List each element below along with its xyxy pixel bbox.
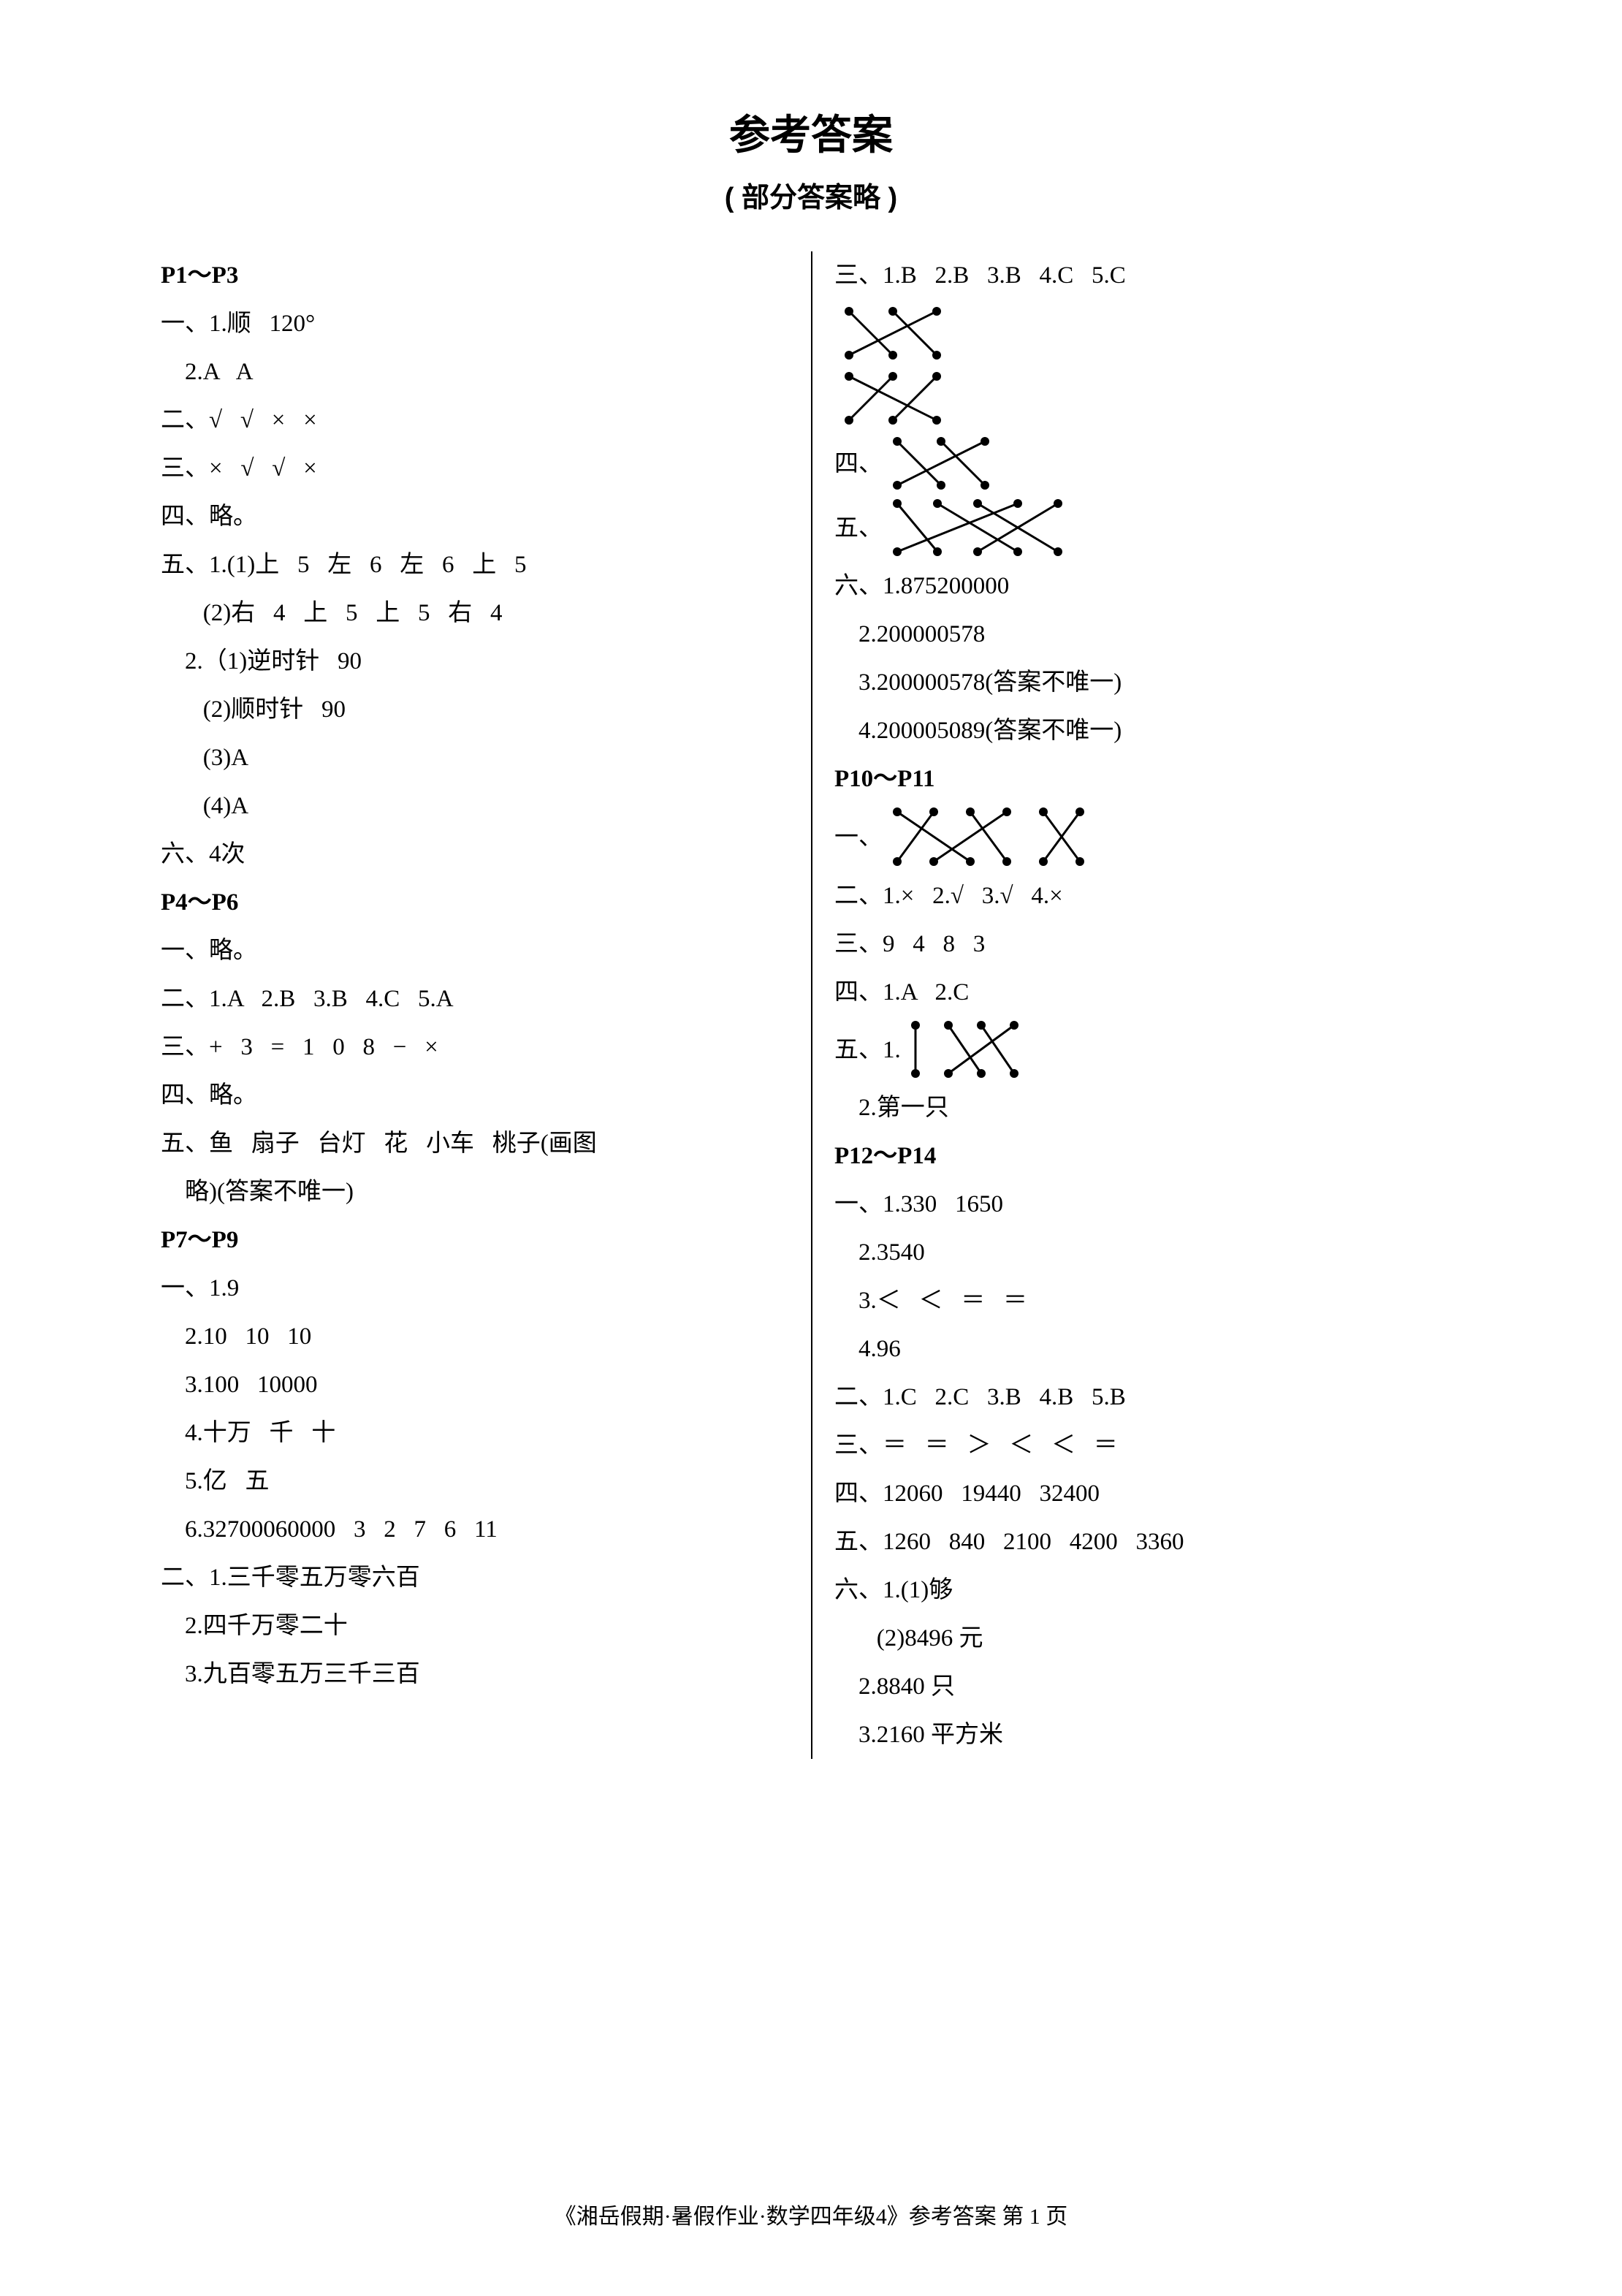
section-head-p7: P7～P9 — [161, 1216, 789, 1264]
answer-line: 三、＝ ＝ ＞ ＜ ＜ ＝ — [834, 1421, 1461, 1470]
answer-line: 2.8840 只 — [834, 1662, 1461, 1711]
answer-inline-row: 一、 — [834, 803, 1461, 872]
answer-line: 4.96 — [834, 1325, 1461, 1373]
answer-line: 3.九百零五万三千三百 — [161, 1650, 789, 1698]
answer-line: 2.3540 — [834, 1228, 1461, 1277]
answer-line: 五、1260 840 2100 4200 3360 — [834, 1518, 1461, 1566]
section-head-p10: P10～P11 — [834, 755, 1461, 803]
right-column: 三、1.B 2.B 3.B 4.C 5.C 四、 五、 六、1.87520000… — [811, 251, 1461, 1759]
answer-line: 六、4次 — [161, 830, 789, 878]
answer-line: 二、1.A 2.B 3.B 4.C 5.A — [161, 975, 789, 1023]
answer-line: 3.2160 平方米 — [834, 1711, 1461, 1759]
answer-line: 3.100 10000 — [161, 1361, 789, 1409]
answer-line: (3)A — [161, 734, 789, 782]
answer-inline-row: 五、1. — [834, 1016, 1461, 1084]
section-head-p12: P12～P14 — [834, 1132, 1461, 1180]
answer-inline-row: 四、 — [834, 433, 1461, 495]
answer-line: 一、1.330 1650 — [834, 1180, 1461, 1228]
answer-line: 2.200000578 — [834, 610, 1461, 658]
page-title: 参考答案 — [161, 102, 1461, 161]
answer-line: 二、1.C 2.C 3.B 4.B 5.B — [834, 1373, 1461, 1421]
answer-line: (2)8496 元 — [834, 1614, 1461, 1662]
row-label: 一、 — [834, 813, 883, 862]
answer-line: 六、1.(1)够 — [834, 1566, 1461, 1614]
answer-line: (2)右 4 上 5 上 5 右 4 — [161, 589, 789, 637]
answer-line: 三、+ 3 = 1 0 8 − × — [161, 1023, 789, 1071]
page-footer: 《湘岳假期·暑假作业·数学四年级4》参考答案 第 1 页 — [0, 2198, 1622, 2230]
answer-line: 6.32700060000 3 2 7 6 11 — [161, 1505, 789, 1554]
left-column: P1～P3 一、1.顺 120° 2.A A 二、√ √ × × 三、× √ √… — [161, 251, 811, 1759]
answer-line: 2.10 10 10 — [161, 1312, 789, 1361]
answer-line: 2.四千万零二十 — [161, 1602, 789, 1650]
row-label: 五、1. — [834, 1026, 901, 1074]
answer-line: 一、1.9 — [161, 1264, 789, 1312]
matching-diagram-icon — [883, 495, 1080, 562]
answer-line: 5.亿 五 — [161, 1457, 789, 1505]
answer-line: 2.A A — [161, 348, 789, 396]
answer-line: 3.＜ ＜ ＝ ＝ — [834, 1277, 1461, 1325]
answer-line: 3.200000578(答案不唯一) — [834, 658, 1461, 707]
page-root: 参考答案 ( 部分答案略 ) P1～P3 一、1.顺 120° 2.A A 二、… — [0, 0, 1622, 2296]
matching-diagram-icon — [883, 803, 1102, 872]
matching-diagram-icon — [834, 368, 959, 430]
answer-line: 二、1.三千零五万零六百 — [161, 1554, 789, 1602]
answer-line: 4.200005089(答案不唯一) — [834, 707, 1461, 755]
answer-inline-row: 五、 — [834, 495, 1461, 562]
answer-line: (2)顺时针 90 — [161, 685, 789, 734]
row-label: 四、 — [834, 440, 883, 488]
answer-line: 二、√ √ × × — [161, 396, 789, 444]
answer-line: 二、1.× 2.√ 3.√ 4.× — [834, 872, 1461, 920]
columns-container: P1～P3 一、1.顺 120° 2.A A 二、√ √ × × 三、× √ √… — [161, 251, 1461, 1759]
answer-line: 三、9 4 8 3 — [834, 920, 1461, 968]
matching-diagram-icon — [883, 433, 1007, 495]
page-subtitle: ( 部分答案略 ) — [161, 175, 1461, 215]
section-head-p1: P1～P3 — [161, 251, 789, 300]
answer-line: 四、12060 19440 32400 — [834, 1470, 1461, 1518]
answer-line: 六、1.875200000 — [834, 562, 1461, 610]
matching-diagram-icon — [901, 1016, 1032, 1084]
answer-line: 四、略。 — [161, 1071, 789, 1120]
row-label: 五、 — [834, 504, 883, 552]
answer-line: 一、略。 — [161, 927, 789, 975]
answer-line: (4)A — [161, 782, 789, 830]
answer-line: 2.（1)逆时针 90 — [161, 637, 789, 685]
answer-line: 一、1.顺 120° — [161, 300, 789, 348]
answer-line: 四、略。 — [161, 493, 789, 541]
answer-line: 2.第一只 — [834, 1084, 1461, 1132]
section-head-p4: P4～P6 — [161, 878, 789, 927]
answer-line: 三、× √ √ × — [161, 444, 789, 493]
answer-line: 五、鱼 扇子 台灯 花 小车 桃子(画图 — [161, 1120, 789, 1168]
answer-line: 四、1.A 2.C — [834, 968, 1461, 1016]
answer-line: 五、1.(1)上 5 左 6 左 6 上 5 — [161, 541, 789, 589]
matching-diagram-icon — [834, 303, 959, 365]
answer-line: 4.十万 千 十 — [161, 1409, 789, 1457]
answer-line: 略)(答案不唯一) — [161, 1168, 789, 1216]
answer-line: 三、1.B 2.B 3.B 4.C 5.C — [834, 251, 1461, 300]
